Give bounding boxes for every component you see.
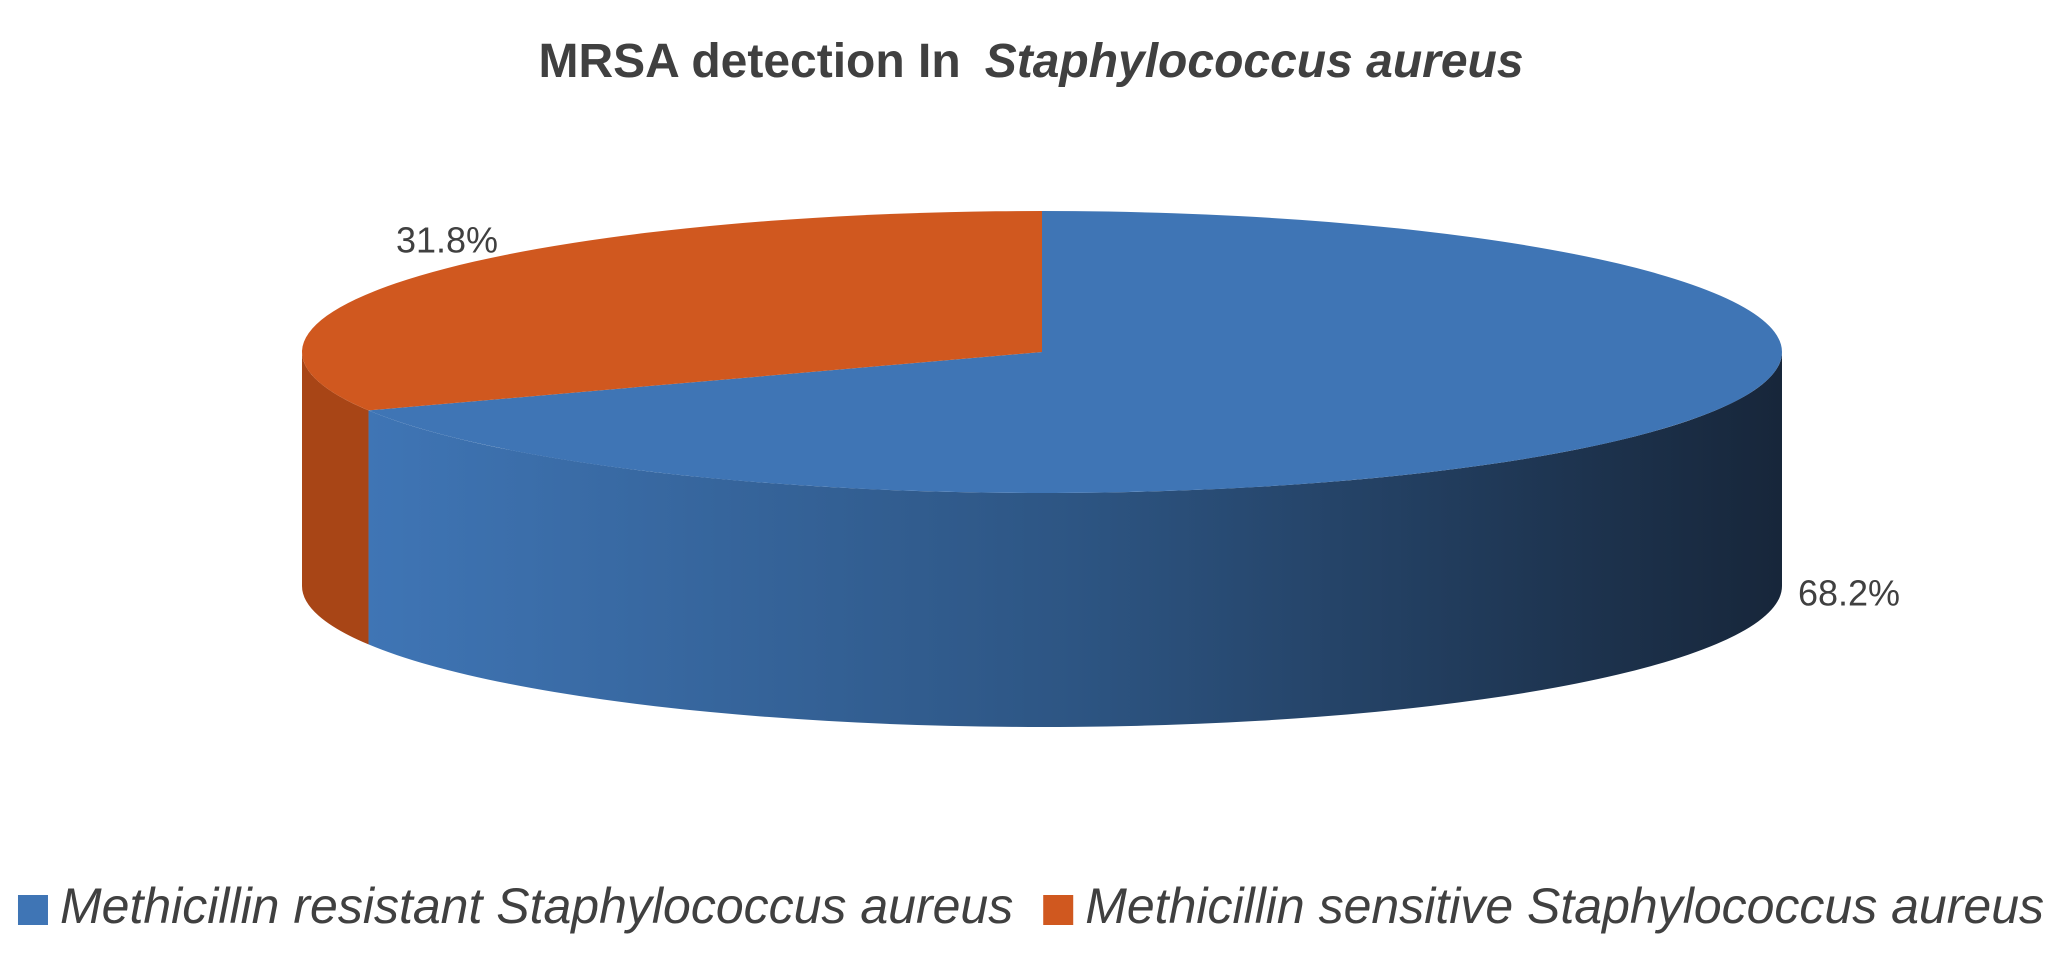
legend-swatch (1043, 895, 1074, 925)
slice (301, 210, 1042, 411)
title-part: MRSA detection In (538, 35, 960, 88)
slice (368, 211, 1782, 493)
chart-title: MRSA detection In Staphylococcus aureus (538, 35, 1523, 88)
slice-side (302, 352, 369, 645)
legend-label: Methicillin sensitive Staphylococcus aur… (1085, 878, 2044, 934)
legend-swatch (17, 895, 48, 925)
title-part: Staphylococcus aureus (985, 35, 1524, 88)
data-label: 68.2% (1798, 573, 1900, 614)
slice-side (368, 352, 1783, 727)
legend-label: Methicillin resistant Staphylococcus aur… (60, 878, 1013, 934)
legend: Methicillin resistant Staphylococcus aur… (17, 878, 2044, 934)
data-label: 31.8% (396, 220, 498, 261)
